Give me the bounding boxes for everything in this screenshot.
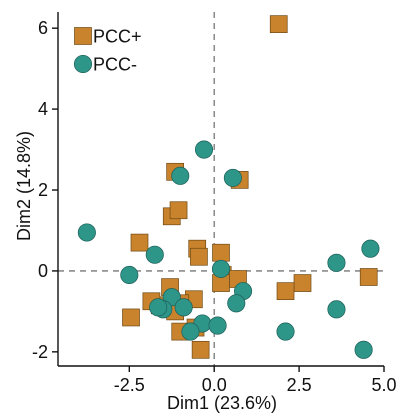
x-tick-label: 0.0	[202, 375, 227, 395]
y-axis-ticks: -2 0 2 4 6	[32, 18, 58, 362]
y-tick-label: 6	[38, 18, 48, 38]
pcc-minus-point	[194, 140, 214, 159]
pcc-minus-point	[77, 223, 96, 242]
pcc-minus-point	[181, 322, 200, 341]
pcc-minus-point	[174, 298, 193, 317]
pcc-minus-point	[327, 300, 346, 319]
pcc-minus-point	[223, 168, 242, 187]
legend-item: PCC-	[73, 54, 137, 75]
pcc-minus-point	[361, 239, 380, 258]
pcc-plus-point	[359, 268, 378, 286]
x-tick-label: -2.5	[114, 375, 145, 395]
pcc-plus-point	[293, 274, 312, 292]
x-axis-title: Dim1 (23.6%)	[167, 393, 277, 413]
x-tick-label: 5.0	[371, 375, 396, 395]
legend-marker	[74, 27, 92, 45]
pcc-minus-point	[276, 322, 295, 341]
pcc-plus-point	[169, 201, 188, 220]
pcc-plus-point	[190, 247, 208, 266]
series-pcc-minus	[77, 140, 380, 359]
pcc-minus-point	[171, 166, 190, 185]
legend: PCC+ PCC-	[73, 27, 142, 75]
pcc-plus-point	[212, 243, 230, 262]
y-tick-label: 0	[38, 261, 48, 281]
data-points	[77, 15, 380, 359]
pcc-plus-point	[130, 233, 149, 252]
pcc-minus-point	[145, 245, 164, 264]
pcc-minus-point	[149, 298, 168, 317]
pcc-plus-point	[276, 282, 295, 301]
pcc-minus-point	[227, 294, 246, 313]
legend-label: PCC-	[93, 55, 137, 75]
y-tick-label: 2	[38, 180, 48, 200]
legend-label: PCC+	[93, 27, 142, 47]
pcc-minus-point	[354, 340, 373, 359]
pcc-minus-point	[327, 253, 346, 272]
y-tick-label: 4	[38, 99, 48, 119]
plot-area	[58, 12, 384, 366]
pcc-plus-point	[191, 340, 210, 359]
pcc-plus-point	[269, 15, 288, 33]
legend-marker	[73, 54, 93, 74]
x-axis-ticks: -2.5 0.0 2.5 5.0	[114, 366, 397, 395]
pcc-minus-point	[120, 265, 139, 285]
legend-item: PCC+	[74, 27, 142, 47]
pcc-plus-point	[122, 308, 140, 327]
pcc-minus-point	[208, 316, 227, 335]
pcc-minus-point	[211, 259, 231, 278]
x-tick-label: 2.5	[287, 375, 312, 395]
y-axis-title: Dim2 (14.8%)	[14, 131, 34, 241]
y-tick-label: -2	[32, 342, 48, 362]
